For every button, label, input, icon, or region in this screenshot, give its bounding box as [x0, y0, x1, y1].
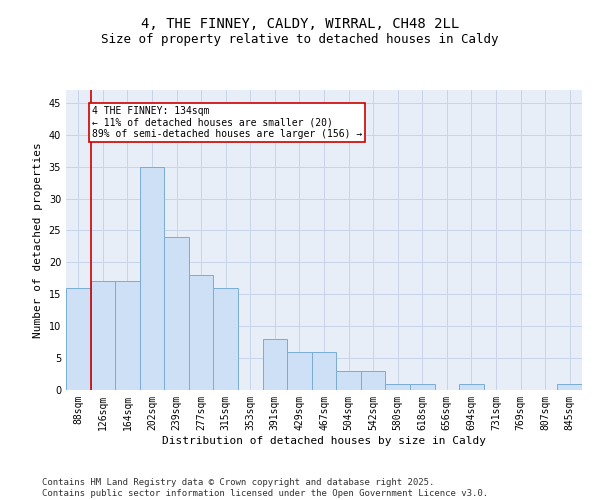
- Bar: [91, 282, 115, 390]
- Bar: [189, 275, 214, 390]
- Text: Size of property relative to detached houses in Caldy: Size of property relative to detached ho…: [101, 32, 499, 46]
- Bar: [459, 384, 484, 390]
- Bar: [66, 288, 91, 390]
- Bar: [287, 352, 312, 390]
- Bar: [115, 282, 140, 390]
- Bar: [361, 371, 385, 390]
- Text: 4, THE FINNEY, CALDY, WIRRAL, CH48 2LL: 4, THE FINNEY, CALDY, WIRRAL, CH48 2LL: [141, 18, 459, 32]
- Bar: [214, 288, 238, 390]
- Text: 4 THE FINNEY: 134sqm
← 11% of detached houses are smaller (20)
89% of semi-detac: 4 THE FINNEY: 134sqm ← 11% of detached h…: [92, 106, 362, 139]
- Bar: [164, 237, 189, 390]
- Bar: [385, 384, 410, 390]
- Text: Contains HM Land Registry data © Crown copyright and database right 2025.
Contai: Contains HM Land Registry data © Crown c…: [42, 478, 488, 498]
- Bar: [263, 339, 287, 390]
- Bar: [336, 371, 361, 390]
- Bar: [312, 352, 336, 390]
- Bar: [557, 384, 582, 390]
- X-axis label: Distribution of detached houses by size in Caldy: Distribution of detached houses by size …: [162, 436, 486, 446]
- Bar: [410, 384, 434, 390]
- Bar: [140, 166, 164, 390]
- Y-axis label: Number of detached properties: Number of detached properties: [33, 142, 43, 338]
